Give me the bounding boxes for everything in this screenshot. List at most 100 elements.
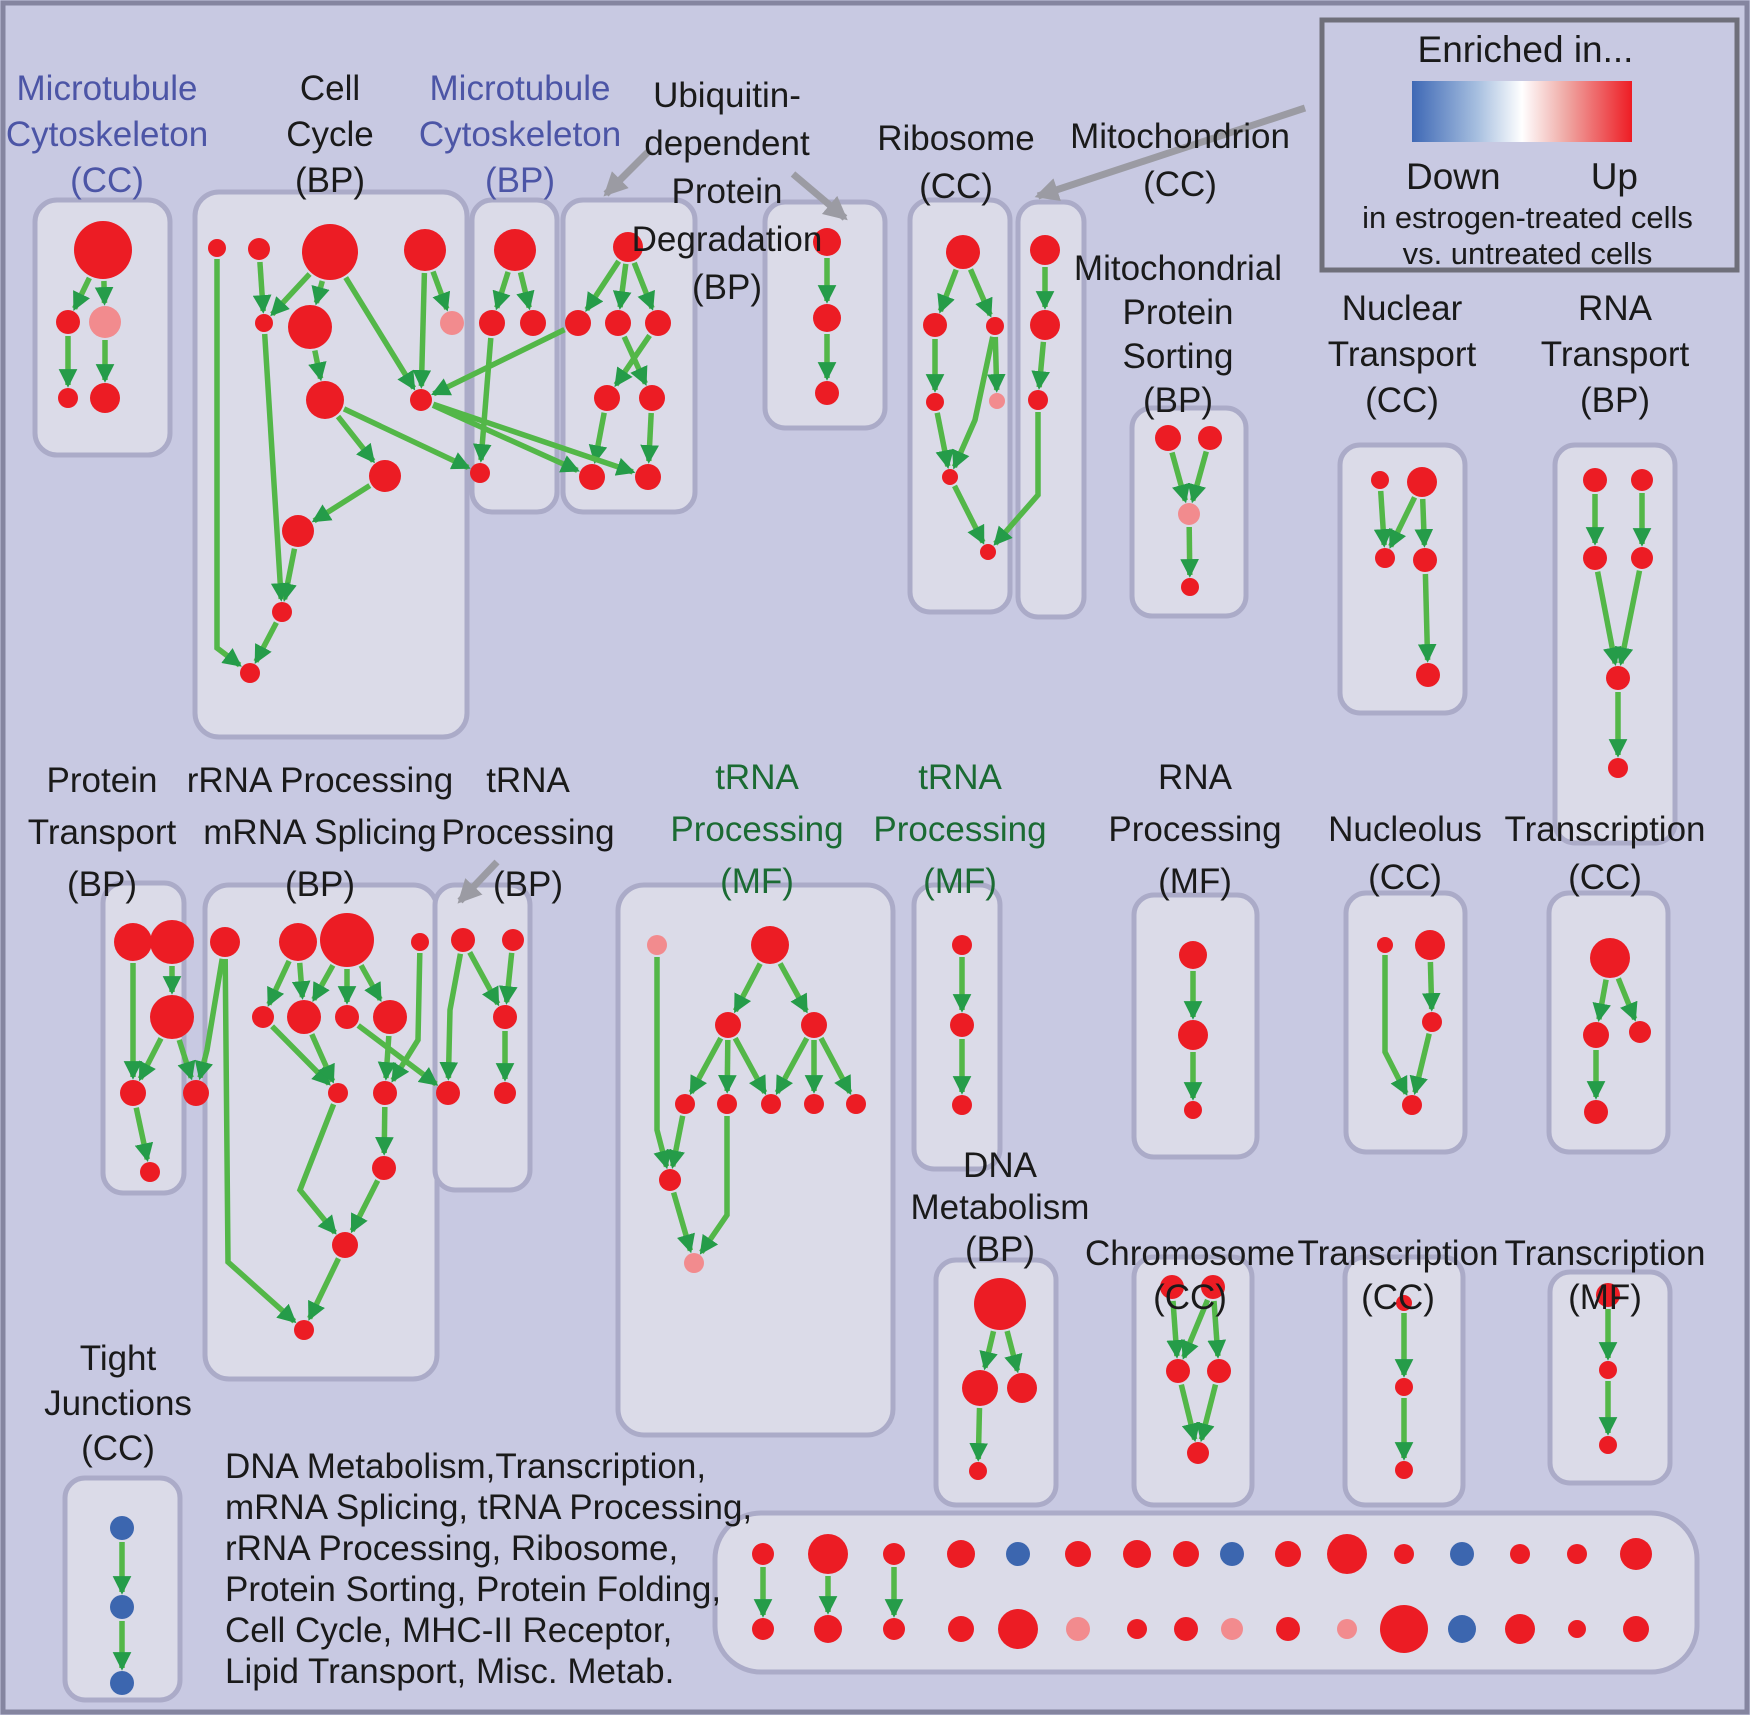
go-node-bottom-top-7 bbox=[1123, 1540, 1151, 1568]
go-node-bottom-bottom-7 bbox=[1127, 1619, 1147, 1639]
cluster-label-nucleolus-line2: (CC) bbox=[1368, 858, 1442, 897]
edge-chrom-mr-b bbox=[1196, 1383, 1219, 1443]
edge-nt-mr-b bbox=[1417, 573, 1437, 663]
go-node-bottom-top-8 bbox=[1173, 1541, 1199, 1567]
cross-edge-cell_cycle-h-mc_bp-b bbox=[342, 406, 471, 470]
edge-chrom-ml-b bbox=[1178, 1383, 1201, 1443]
go-node-tbp-lr bbox=[494, 1082, 516, 1104]
edge-cell_cycle-d-i bbox=[412, 272, 432, 389]
cluster-label-dnam-line1: DNA bbox=[963, 1146, 1038, 1185]
edge-rrna-m1-l1 bbox=[309, 1033, 336, 1084]
go-node-ubiq1-r2c bbox=[645, 310, 671, 336]
go-node-chrom-b bbox=[1187, 1442, 1209, 1464]
edge-cell_cycle-d-g bbox=[430, 270, 451, 312]
cluster-label-rrna-line3: (BP) bbox=[285, 865, 355, 904]
edge-ribosome-low-b bbox=[952, 484, 986, 545]
cluster-label-tmf1-line3: (MF) bbox=[720, 862, 794, 901]
go-node-bottom-bottom-14 bbox=[1505, 1614, 1535, 1644]
cluster-label-rnat-line1: RNA bbox=[1578, 289, 1653, 328]
go-node-rnamf-n1 bbox=[1179, 941, 1207, 969]
cluster-label-mc_bp-line3: (BP) bbox=[485, 161, 555, 200]
go-node-cell_cycle-d bbox=[404, 229, 446, 271]
go-node-bottom-bottom-12 bbox=[1380, 1605, 1428, 1653]
go-node-rrna-t1 bbox=[210, 927, 240, 957]
go-node-bottom-top-11 bbox=[1327, 1534, 1367, 1574]
go-node-rrna-l1 bbox=[328, 1083, 348, 1103]
cluster-label-chrom-line1: Chromosome bbox=[1085, 1234, 1295, 1273]
edge-rrna-t2-ml bbox=[266, 959, 292, 1007]
cluster-label-ubiquitin-line5: (BP) bbox=[692, 268, 762, 307]
go-node-tmf1-r3c bbox=[761, 1094, 781, 1114]
edge-mito-n2-n3 bbox=[1031, 341, 1050, 390]
edge-rrna-n9-b bbox=[307, 1257, 341, 1321]
edge-mc_cc-t-mr bbox=[94, 280, 114, 306]
cluster-label-tcc2-line2: (CC) bbox=[1361, 1278, 1435, 1317]
go-node-bottom-bottom-5 bbox=[998, 1609, 1038, 1649]
go-node-bottom-bottom-3 bbox=[883, 1618, 905, 1640]
labels-layer bbox=[1319, 17, 1740, 273]
edge-nt-tl-ml bbox=[1373, 490, 1393, 548]
go-node-bottom-top-6 bbox=[1065, 1541, 1091, 1567]
note-line-3: rRNA Processing, Ribosome, bbox=[225, 1529, 678, 1568]
legend-title: Enriched in... bbox=[1418, 29, 1634, 70]
go-node-cell_cycle-f bbox=[288, 305, 332, 349]
cluster-label-rnat-line2: Transport bbox=[1541, 335, 1690, 374]
edge-ubiq1-t-r2b bbox=[612, 263, 632, 310]
go-node-cell_cycle-j bbox=[369, 460, 401, 492]
go-node-mc_bp-t bbox=[494, 229, 536, 271]
cluster-box-ubiq1 bbox=[560, 197, 698, 515]
cluster-label-pt-line1: Protein bbox=[47, 761, 158, 800]
go-node-rrna-t3 bbox=[320, 913, 374, 967]
go-node-ribosome-b bbox=[980, 544, 996, 560]
edge-rrna-t1-b bbox=[222, 958, 297, 1324]
go-node-ubiq1-b2 bbox=[635, 464, 661, 490]
go-node-rnat-tl bbox=[1583, 468, 1607, 492]
cluster-label-tmf2-line3: (MF) bbox=[923, 862, 997, 901]
go-node-bottom-top-1 bbox=[752, 1543, 774, 1565]
cluster-label-tj-line3: (CC) bbox=[81, 1429, 155, 1468]
go-node-cell_cycle-m bbox=[240, 663, 260, 683]
go-node-nt-b bbox=[1416, 663, 1440, 687]
edge-tmf1-m2-r3c bbox=[774, 1036, 810, 1096]
go-node-bottom-bottom-2 bbox=[814, 1615, 842, 1643]
edge-cell_cycle-j-k bbox=[311, 483, 372, 524]
go-node-tmf2-n3 bbox=[952, 1095, 972, 1115]
edge-ubiq1-r3b-b2 bbox=[640, 412, 659, 464]
go-node-rnamf-n3 bbox=[1184, 1101, 1202, 1119]
go-node-cell_cycle-a bbox=[208, 239, 226, 257]
go-node-mito-n2 bbox=[1030, 310, 1060, 340]
cluster-label-tmf2-line2: Processing bbox=[873, 810, 1046, 849]
go-node-rrna-t4 bbox=[411, 933, 429, 951]
go-node-dnam-ml bbox=[962, 1370, 998, 1406]
edge-tmf1-ll-pkb bbox=[670, 1191, 695, 1254]
go-node-tbp-mr bbox=[493, 1005, 517, 1029]
go-node-ribosome-low bbox=[942, 469, 958, 485]
go-node-ubiq1-b1 bbox=[579, 464, 605, 490]
go-node-pt-b bbox=[140, 1162, 160, 1182]
go-node-bottom-bottom-6 bbox=[1066, 1617, 1090, 1641]
go-node-chrom-tr bbox=[1201, 1275, 1225, 1299]
edge-rnat-mr-c bbox=[1614, 570, 1643, 667]
go-node-rrna-m2 bbox=[335, 1005, 359, 1029]
cluster-label-pt-line3: (BP) bbox=[67, 865, 137, 904]
go-node-ubiq1-r3b bbox=[639, 385, 665, 411]
edge-ribosome-t-ml bbox=[937, 268, 959, 314]
edge-cell_cycle-e-l bbox=[261, 333, 290, 602]
go-node-rnat-b bbox=[1608, 758, 1628, 778]
go-node-nt-mr bbox=[1413, 548, 1437, 572]
go-node-bottom-top-15 bbox=[1567, 1544, 1587, 1564]
go-node-chrom-ml bbox=[1166, 1359, 1190, 1383]
edge-rrna-m3-l2 bbox=[377, 1035, 397, 1081]
cluster-label-rnamf-line3: (MF) bbox=[1158, 862, 1232, 901]
edge-mc_bp-t-mr bbox=[516, 271, 535, 311]
go-node-bottom-top-4 bbox=[947, 1540, 975, 1568]
go-node-mito-n1 bbox=[1030, 235, 1060, 265]
legend-up-label: Up bbox=[1591, 156, 1638, 197]
edge-chrom-tr-ml bbox=[1181, 1298, 1211, 1360]
edge-tmf1-m1-r3b bbox=[718, 1039, 737, 1094]
cluster-label-ribosome-line1: Ribosome bbox=[877, 119, 1035, 158]
go-node-rrna-n9 bbox=[332, 1232, 358, 1258]
go-node-cell_cycle-g bbox=[440, 311, 464, 335]
edge-rrna-n8-n9 bbox=[349, 1179, 381, 1234]
